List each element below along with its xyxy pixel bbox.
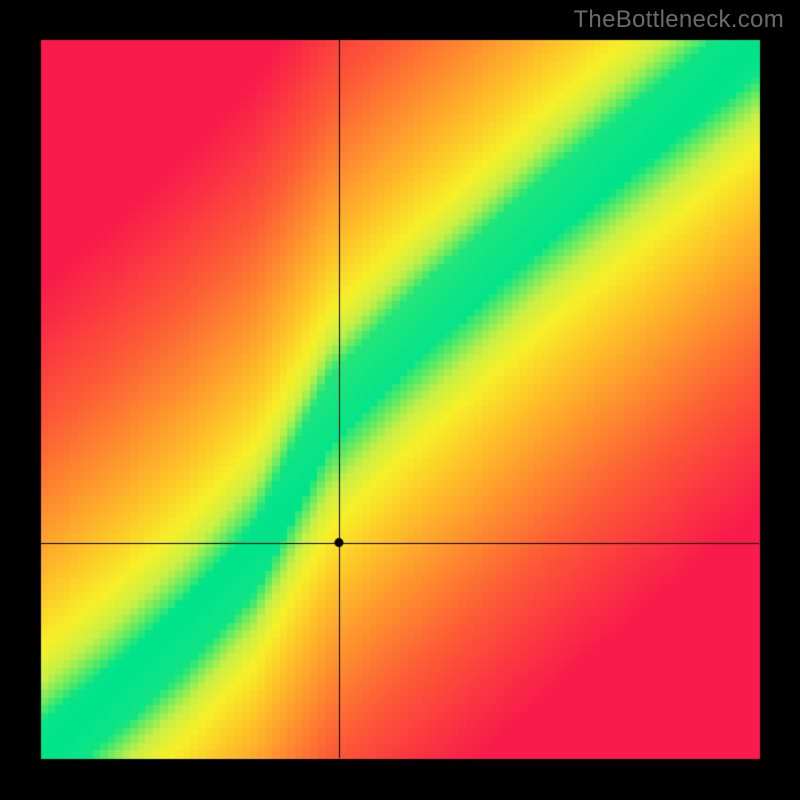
watermark-label: TheBottleneck.com <box>573 6 784 34</box>
crosshair-overlay <box>0 0 800 800</box>
chart-container: TheBottleneck.com <box>0 0 800 800</box>
